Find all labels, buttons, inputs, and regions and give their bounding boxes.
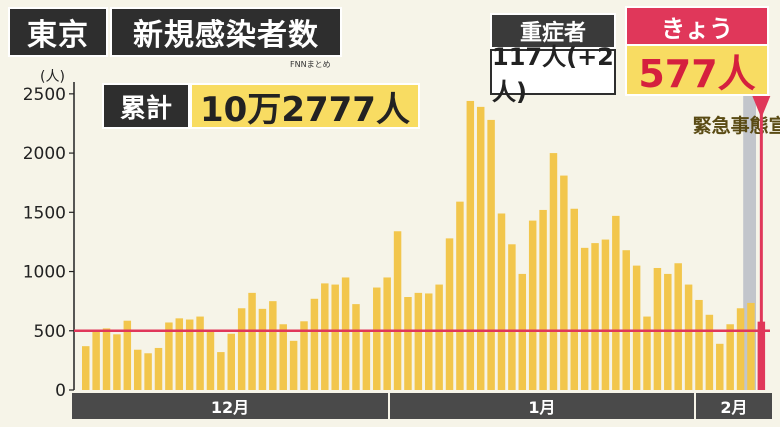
- bar: [539, 209, 547, 390]
- bar: [196, 316, 204, 390]
- bar: [726, 324, 734, 390]
- bar: [341, 277, 350, 390]
- bar: [154, 347, 163, 390]
- chart-title: 新規感染者数: [110, 7, 342, 57]
- bar: [456, 201, 464, 390]
- bar: [653, 267, 662, 390]
- today-label: きょう: [625, 6, 769, 46]
- bar: [684, 284, 693, 390]
- bar: [643, 316, 651, 390]
- y-tick-label: 2500: [23, 85, 66, 105]
- total-value: 10万2777人: [190, 83, 420, 130]
- severe-label: 重症者: [490, 13, 616, 49]
- total-label: 累計: [102, 83, 190, 129]
- bar: [310, 298, 319, 390]
- bar: [580, 247, 589, 390]
- bar: [435, 284, 443, 390]
- y-tick-label: 500: [34, 322, 66, 342]
- bar: [601, 239, 610, 390]
- bar: [466, 100, 475, 390]
- bar: [497, 213, 506, 390]
- emergency-label: 緊急事態宣言: [693, 114, 780, 137]
- bar: [508, 244, 516, 390]
- region-title: 東京: [8, 7, 108, 57]
- bar: [414, 292, 423, 390]
- bar: [591, 243, 599, 390]
- bar: [632, 265, 641, 390]
- bar: [383, 277, 391, 390]
- bar: [175, 318, 184, 390]
- bar: [747, 302, 755, 390]
- bar: [425, 293, 433, 390]
- bar: [674, 263, 682, 390]
- bar: [133, 349, 142, 390]
- bar: [321, 283, 329, 390]
- bar: [206, 331, 215, 390]
- bar: [487, 119, 495, 391]
- severe-value: 117人(+2人): [490, 43, 616, 106]
- y-tick-label: 1500: [23, 203, 66, 223]
- bar: [362, 331, 371, 390]
- bar: [445, 238, 454, 390]
- bar: [476, 106, 485, 390]
- y-tick-label: 1000: [23, 263, 66, 283]
- bar: [612, 215, 620, 390]
- bar: [736, 308, 745, 390]
- bar: [269, 301, 277, 390]
- today-marker-arrow: [752, 96, 771, 118]
- bar: [300, 321, 308, 390]
- bar: [82, 346, 90, 390]
- month-label-dec: 12月: [72, 393, 388, 419]
- month-label-jan: 1月: [390, 393, 694, 419]
- bar: [570, 208, 578, 390]
- bar: [352, 304, 360, 390]
- bar: [289, 340, 298, 390]
- source-credit: FNNまとめ: [290, 60, 331, 69]
- bar: [165, 322, 173, 390]
- bar: [102, 328, 111, 390]
- month-axis: 12月 1月 2月: [72, 393, 772, 419]
- bar: [113, 334, 121, 390]
- bar: [185, 319, 194, 390]
- bar: [237, 308, 246, 390]
- month-label-feb: 2月: [696, 393, 772, 419]
- bar: [549, 153, 558, 390]
- bar: [716, 343, 724, 390]
- bar: [217, 352, 225, 390]
- bar: [695, 299, 703, 390]
- y-tick-label: 0: [55, 381, 66, 401]
- bar: [331, 284, 339, 390]
- y-tick-label: 2000: [23, 144, 66, 164]
- bar: [404, 297, 412, 390]
- bar: [279, 324, 287, 390]
- y-axis-unit: (人): [40, 69, 65, 85]
- bar: [528, 220, 537, 390]
- bar: [144, 353, 152, 390]
- bar: [373, 287, 381, 390]
- today-value: 577人: [625, 44, 769, 96]
- bar: [123, 320, 132, 390]
- bar: [705, 314, 714, 390]
- bar: [92, 331, 100, 390]
- bar: [258, 308, 267, 390]
- bar: [622, 250, 630, 390]
- bar: [560, 175, 568, 390]
- bar: [393, 231, 402, 390]
- bar: [248, 292, 256, 390]
- bar: [227, 333, 235, 390]
